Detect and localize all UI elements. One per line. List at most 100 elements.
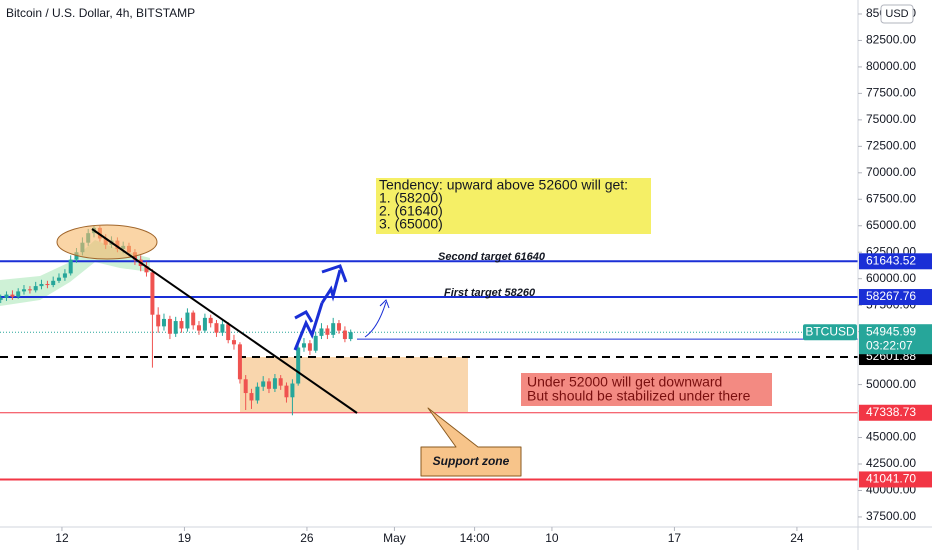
candle-body — [156, 314, 161, 327]
candle-body — [255, 386, 260, 401]
arrow-head-1 — [294, 309, 314, 323]
tendency-line: Tendency: upward above 52600 will get: — [379, 177, 628, 193]
x-tick-label: 12 — [55, 531, 69, 545]
arrow-small — [364, 301, 387, 338]
candle-body — [278, 378, 283, 386]
x-tick-label: 10 — [545, 531, 559, 545]
warning-box — [521, 373, 772, 406]
price-level-label: 61643.52 — [866, 253, 916, 267]
price-level-tag — [859, 253, 932, 270]
price-level-tag — [859, 471, 932, 488]
symbol-tag — [803, 324, 857, 341]
candle-body — [10, 294, 15, 297]
candle-body — [243, 379, 248, 394]
warning-line: But should be stabilized under there — [527, 388, 751, 404]
candle-body — [272, 378, 277, 389]
price-level-tag — [859, 404, 932, 421]
candle-body — [231, 340, 236, 345]
candle-body — [167, 318, 172, 334]
candle-body — [51, 280, 56, 286]
y-tick-label: 72500.00 — [866, 139, 916, 153]
candle-body — [214, 323, 219, 333]
candle-body — [33, 286, 38, 291]
candle-body — [0, 297, 3, 300]
tendency-line: 1. (58200) — [379, 190, 443, 206]
candle-body — [237, 344, 242, 380]
price-level-label: 58267.76 — [866, 289, 916, 303]
arrow-up-2 — [320, 269, 342, 304]
candle-body — [336, 323, 341, 331]
support-zone-label: Support zone — [433, 454, 510, 468]
tendency-line: 2. (61640) — [379, 203, 443, 219]
tendency-line: 3. (65000) — [379, 216, 443, 232]
y-tick-label: 42500.00 — [866, 456, 916, 470]
y-tick-label: 82500.00 — [866, 33, 916, 47]
candle-body — [290, 383, 295, 398]
candle-body — [307, 343, 312, 351]
candle-body — [249, 393, 254, 401]
y-tick-label: 75000.00 — [866, 112, 916, 126]
y-tick-label: 60000.00 — [866, 271, 916, 285]
candle-body — [266, 381, 271, 389]
currency: USD — [885, 8, 908, 20]
candle-body — [196, 325, 201, 331]
x-tick-label: May — [383, 531, 406, 545]
y-tick-label: 77500.00 — [866, 86, 916, 100]
first-target: First target 58260 — [444, 287, 536, 299]
price-level-tag — [859, 289, 932, 306]
current-price-label: 54945.99 — [866, 324, 916, 338]
candle-body — [191, 312, 196, 326]
symbol-label: BTCUSD — [805, 324, 855, 338]
candle-body — [4, 294, 9, 298]
candle-body — [208, 317, 213, 324]
candle-body — [313, 335, 318, 351]
candle-body — [21, 289, 26, 292]
arrow-head-2 — [321, 264, 348, 283]
warning-line: Under 52000 will get downward — [527, 374, 722, 390]
candle-body — [173, 321, 178, 334]
overlay: Tendency: upward above 52600 will get: 1… — [56, 177, 772, 477]
levels — [0, 260, 858, 481]
candle-body — [296, 347, 301, 384]
candle-body — [284, 385, 289, 398]
candle-body — [56, 277, 61, 281]
candle-body — [261, 381, 266, 387]
current-price-tag — [859, 324, 932, 355]
candle-body — [16, 291, 21, 297]
candle-body — [68, 259, 73, 274]
candle-body — [45, 283, 50, 286]
candle-body — [150, 272, 155, 315]
axes: 37500.0040000.0042500.0045000.0047500.00… — [55, 6, 932, 545]
price-level-label: 47338.73 — [866, 405, 916, 419]
candle-body — [325, 328, 330, 335]
candle-body — [39, 283, 44, 287]
tendency-box — [376, 178, 651, 234]
arrow-small-head — [379, 299, 390, 309]
support-callout — [420, 407, 522, 477]
arrow-up-1 — [293, 302, 324, 351]
candle-body — [161, 318, 166, 327]
x-tick-label: 26 — [300, 531, 314, 545]
second-target: Second target 61640 — [438, 251, 546, 263]
candle-body — [348, 332, 353, 340]
candle-body — [62, 273, 67, 278]
x-tick-label: 24 — [790, 531, 804, 545]
price-level-label: 41041.70 — [866, 472, 916, 486]
x-tick-label: 17 — [668, 531, 682, 545]
candle-body — [179, 321, 184, 329]
candle-body — [331, 323, 336, 335]
support-zone-box — [240, 357, 468, 412]
top-ellipse — [56, 224, 158, 260]
chart-title: Bitcoin / U.S. Dollar, 4h, BITSTAMP — [6, 6, 195, 20]
candle-body — [226, 324, 231, 341]
y-tick-label: 80000.00 — [866, 59, 916, 73]
candle-body — [185, 312, 190, 329]
x-tick-label: 19 — [178, 531, 192, 545]
currency-box — [880, 4, 914, 24]
candle-body — [301, 343, 306, 348]
y-tick-label: 67500.00 — [866, 191, 916, 205]
candle-body — [202, 317, 207, 331]
y-tick-label: 45000.00 — [866, 430, 916, 444]
trend-line — [91, 228, 358, 414]
